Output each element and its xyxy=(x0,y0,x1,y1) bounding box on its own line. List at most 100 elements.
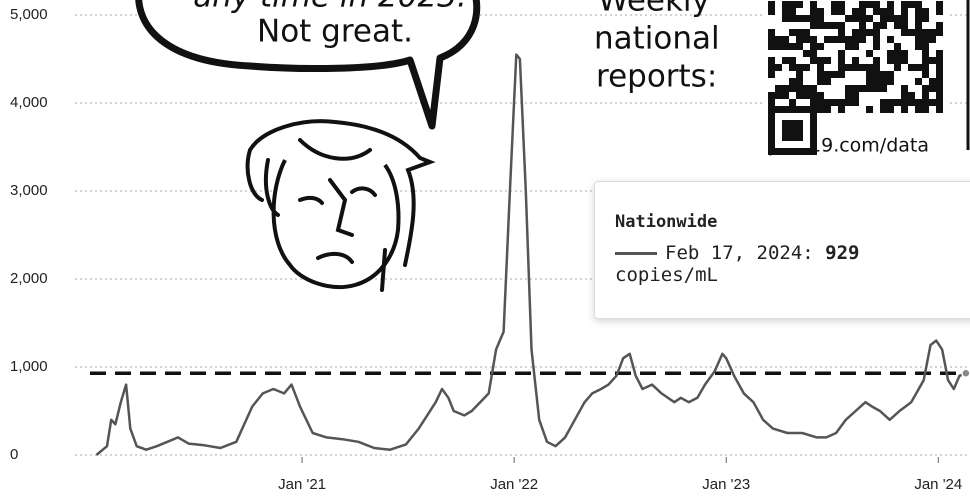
qr-module xyxy=(859,36,866,43)
qr-module xyxy=(817,8,824,15)
qr-module xyxy=(838,1,845,8)
qr-module xyxy=(831,71,838,78)
qr-module xyxy=(873,64,880,71)
y-tick-label: 2,000 xyxy=(10,270,48,287)
qr-module xyxy=(838,99,845,106)
qr-module xyxy=(894,22,901,29)
qr-module xyxy=(915,15,922,22)
qr-module xyxy=(838,50,845,57)
qr-module xyxy=(817,71,824,78)
qr-module xyxy=(915,106,922,113)
tooltip-series: Nationwide xyxy=(615,212,718,232)
qr-module xyxy=(936,57,943,64)
qr-module xyxy=(936,29,943,36)
qr-module xyxy=(908,92,915,99)
qr-module xyxy=(782,36,789,43)
qr-module xyxy=(894,64,901,71)
qr-module xyxy=(915,22,922,29)
qr-module xyxy=(873,22,880,29)
qr-module xyxy=(817,57,824,64)
qr-module xyxy=(873,43,880,50)
qr-module xyxy=(880,85,887,92)
qr-module xyxy=(929,85,936,92)
qr-module xyxy=(782,57,789,64)
qr-module xyxy=(922,85,929,92)
qr-module xyxy=(901,8,908,15)
qr-module xyxy=(894,57,901,64)
qr-module xyxy=(901,29,908,36)
qr-module xyxy=(929,57,936,64)
qr-module xyxy=(922,57,929,64)
qr-module xyxy=(817,78,824,85)
face xyxy=(271,159,401,290)
qr-module xyxy=(887,15,894,22)
qr-module xyxy=(866,1,873,8)
qr-module xyxy=(936,106,943,113)
qr-module xyxy=(768,57,775,64)
qr-module xyxy=(929,36,936,43)
qr-module xyxy=(789,57,796,64)
qr-module xyxy=(873,8,880,15)
qr-module xyxy=(852,43,859,50)
qr-module xyxy=(789,8,796,15)
qr-module xyxy=(789,99,796,106)
qr-module xyxy=(796,15,803,22)
qr-module xyxy=(936,71,943,78)
tooltip: Nationwide Feb 17, 2024: 929 copies/mL xyxy=(594,181,970,319)
qr-module xyxy=(922,50,929,57)
qr-module xyxy=(901,106,908,113)
qr-module xyxy=(845,99,852,106)
qr-module xyxy=(859,1,866,8)
qr-module xyxy=(866,78,873,85)
qr-module xyxy=(936,92,943,99)
qr-module xyxy=(866,50,873,57)
qr-module xyxy=(901,15,908,22)
qr-module xyxy=(810,99,817,106)
qr-module xyxy=(922,36,929,43)
qr-module xyxy=(782,43,789,50)
qr-module xyxy=(852,15,859,22)
qr-module xyxy=(810,1,817,8)
qr-module xyxy=(831,22,838,29)
promo-text: reports: xyxy=(596,59,717,95)
qr-module xyxy=(810,22,817,29)
qr-module xyxy=(852,57,859,64)
qr-module xyxy=(796,43,803,50)
qr-module xyxy=(915,99,922,106)
qr-module xyxy=(810,43,817,50)
qr-module xyxy=(789,1,796,8)
qr-module xyxy=(866,29,873,36)
qr-module xyxy=(887,71,894,78)
promo-text: Weekly xyxy=(598,0,710,19)
qr-module xyxy=(768,43,775,50)
y-tick-label: 4,000 xyxy=(10,94,48,111)
qr-module xyxy=(817,43,824,50)
qr-module xyxy=(908,99,915,106)
qr-finder xyxy=(782,120,803,141)
qr-module xyxy=(936,64,943,71)
qr-module xyxy=(901,99,908,106)
qr-module xyxy=(838,36,845,43)
qr-module xyxy=(936,78,943,85)
qr-module xyxy=(915,1,922,8)
promo-text: national xyxy=(594,21,720,57)
qr-module xyxy=(936,85,943,92)
tooltip-unit: copies/mL xyxy=(615,264,718,286)
qr-module xyxy=(852,36,859,43)
qr-module xyxy=(880,99,887,106)
qr-module xyxy=(880,106,887,113)
qr-module xyxy=(936,8,943,15)
plot-area: 0 1,000 2,000 3,000 4,000 5,000 Jan '21 Jan '22… xyxy=(10,6,970,493)
qr-module xyxy=(908,64,915,71)
qr-module xyxy=(782,85,789,92)
qr-module xyxy=(929,99,936,106)
qr-module xyxy=(887,8,894,15)
qr-module xyxy=(859,85,866,92)
qr-module xyxy=(901,1,908,8)
qr-module xyxy=(796,71,803,78)
qr-module xyxy=(817,64,824,71)
qr-module xyxy=(936,50,943,57)
qr-module xyxy=(880,15,887,22)
qr-module xyxy=(852,92,859,99)
qr-module xyxy=(866,71,873,78)
